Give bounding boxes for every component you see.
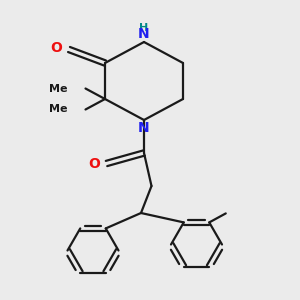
Text: Me: Me — [49, 83, 68, 94]
Text: N: N — [138, 26, 150, 40]
Text: H: H — [140, 23, 148, 33]
Text: O: O — [88, 157, 100, 170]
Text: O: O — [50, 41, 62, 55]
Text: Me: Me — [49, 104, 68, 115]
Text: N: N — [138, 122, 150, 136]
